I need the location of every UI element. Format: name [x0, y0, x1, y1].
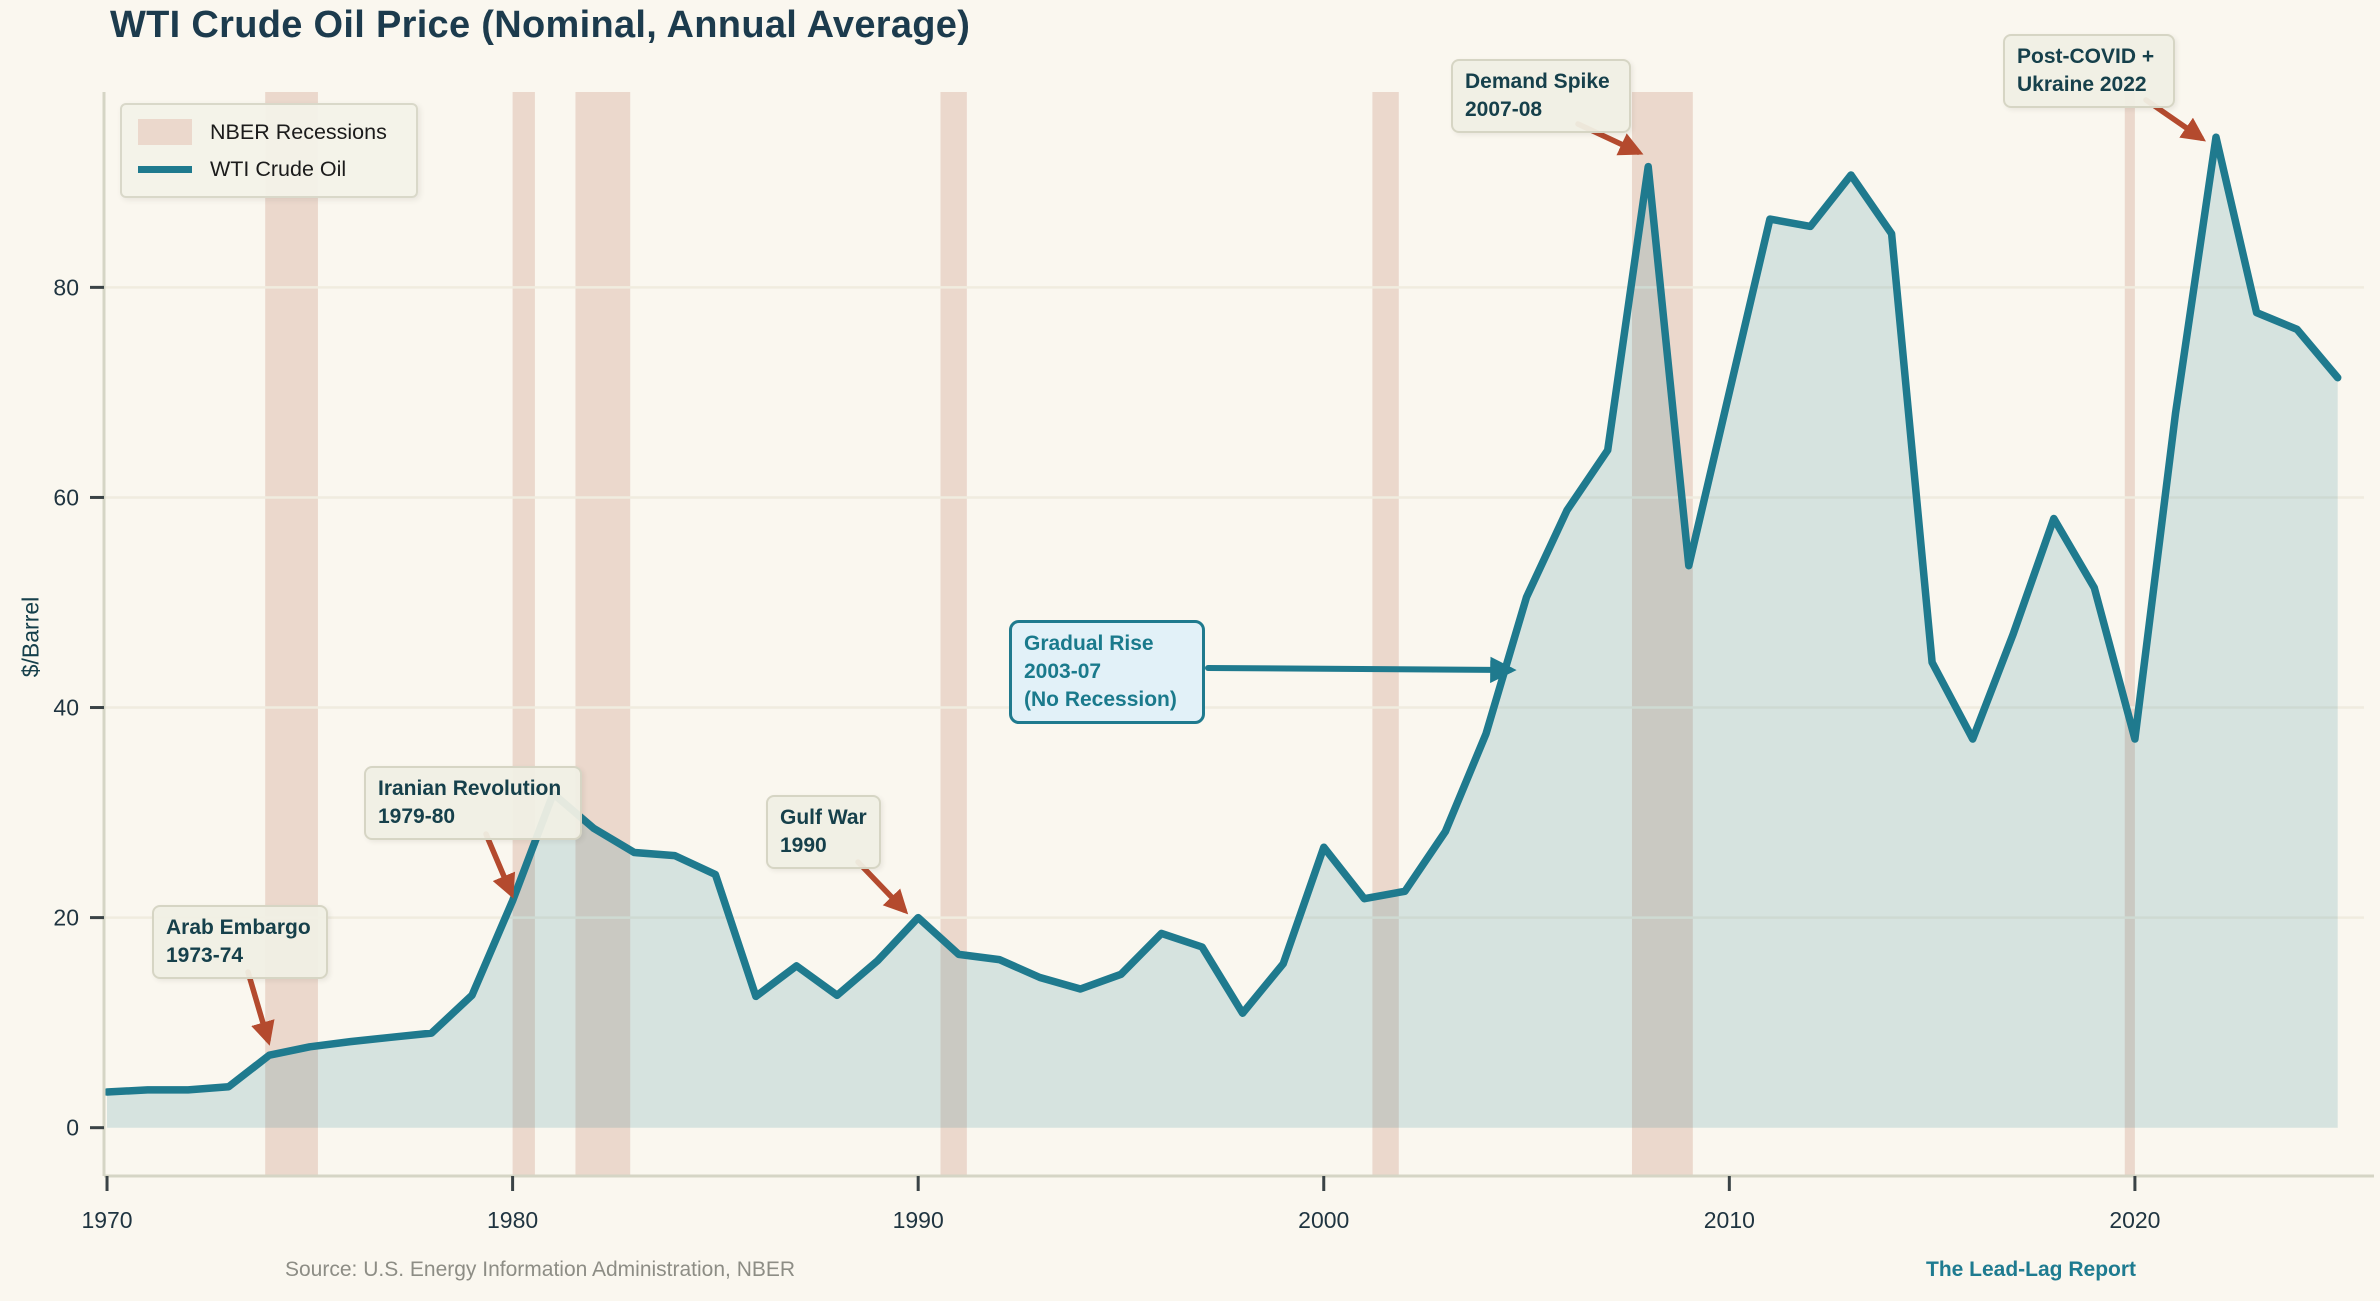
annotation-line: Post-COVID + — [2017, 45, 2155, 68]
annotation-line: 1990 — [780, 833, 827, 857]
annotation-iranian-revolution: Iranian Revolution 1979-80 — [364, 766, 582, 840]
page-title: WTI Crude Oil Price (Nominal, Annual Ave… — [110, 4, 971, 46]
recession-band — [575, 92, 631, 1176]
legend-label: WTI Crude Oil — [210, 156, 347, 181]
annotation-arrow-gulf-war — [855, 859, 909, 915]
recession-band — [265, 92, 318, 1176]
x-tick-label: 2010 — [1704, 1207, 1755, 1233]
annotation-line: Gradual Rise — [1024, 632, 1154, 655]
recession-band — [940, 92, 967, 1176]
legend-item-recessions: NBER Recessions — [138, 118, 400, 146]
recession-band-swatch — [138, 119, 192, 145]
annotation-line: 2007-08 — [1465, 97, 1543, 121]
annotation-line: (No Recession) — [1024, 687, 1177, 711]
brand-signature: The Lead-Lag Report — [1926, 1258, 2137, 1281]
annotation-line: Gulf War — [780, 806, 867, 829]
price-area — [107, 137, 2338, 1128]
x-tick-label: 1980 — [487, 1207, 538, 1233]
legend-label: NBER Recessions — [210, 119, 387, 144]
annotation-arrow-gradual-rise — [1205, 656, 1517, 684]
y-tick-label: 0 — [66, 1115, 79, 1141]
annotation-line: Iranian Revolution — [378, 777, 562, 800]
recession-band — [2124, 92, 2135, 1176]
annotation-arab-embargo: Arab Embargo 1973-74 — [152, 905, 328, 979]
annotation-demand-spike: Demand Spike 2007-08 — [1451, 59, 1631, 133]
recession-band — [1372, 92, 1399, 1176]
x-tick-label: 1990 — [893, 1207, 944, 1233]
y-tick-label: 60 — [53, 484, 79, 510]
annotation-arrow-arab-embargo — [245, 969, 275, 1046]
annotation-line: Demand Spike — [1465, 70, 1610, 93]
legend-item-wti: WTI Crude Oil — [138, 155, 400, 183]
y-tick-label: 80 — [53, 274, 79, 300]
y-tick-label: 40 — [53, 695, 79, 721]
annotation-gulf-war: Gulf War 1990 — [766, 795, 881, 869]
y-axis-label: $/Barrel — [17, 596, 44, 678]
x-tick-label: 2000 — [1298, 1207, 1349, 1233]
source-note: Source: U.S. Energy Information Administ… — [285, 1258, 796, 1281]
recession-band — [512, 92, 535, 1176]
annotation-post-covid: Post-COVID + Ukraine 2022 — [2003, 34, 2175, 108]
annotation-line: 2003-07 — [1024, 659, 1102, 683]
x-tick-label: 1970 — [81, 1207, 132, 1233]
annotation-line: 1973-74 — [166, 943, 244, 967]
price-line-swatch — [138, 165, 192, 173]
y-tick-label: 20 — [53, 905, 79, 931]
annotation-line: Arab Embargo — [166, 916, 311, 939]
price-line — [103, 133, 2342, 1096]
annotation-line: Ukraine 2022 — [2017, 72, 2147, 96]
legend: NBER Recessions WTI Crude Oil — [120, 103, 418, 198]
x-tick-label: 2020 — [2109, 1207, 2160, 1233]
annotation-gradual-rise: Gradual Rise 2003-07 (No Recession) — [1009, 620, 1205, 724]
annotation-arrow-iranian-revolution — [483, 831, 516, 899]
annotation-line: 1979-80 — [378, 804, 456, 828]
